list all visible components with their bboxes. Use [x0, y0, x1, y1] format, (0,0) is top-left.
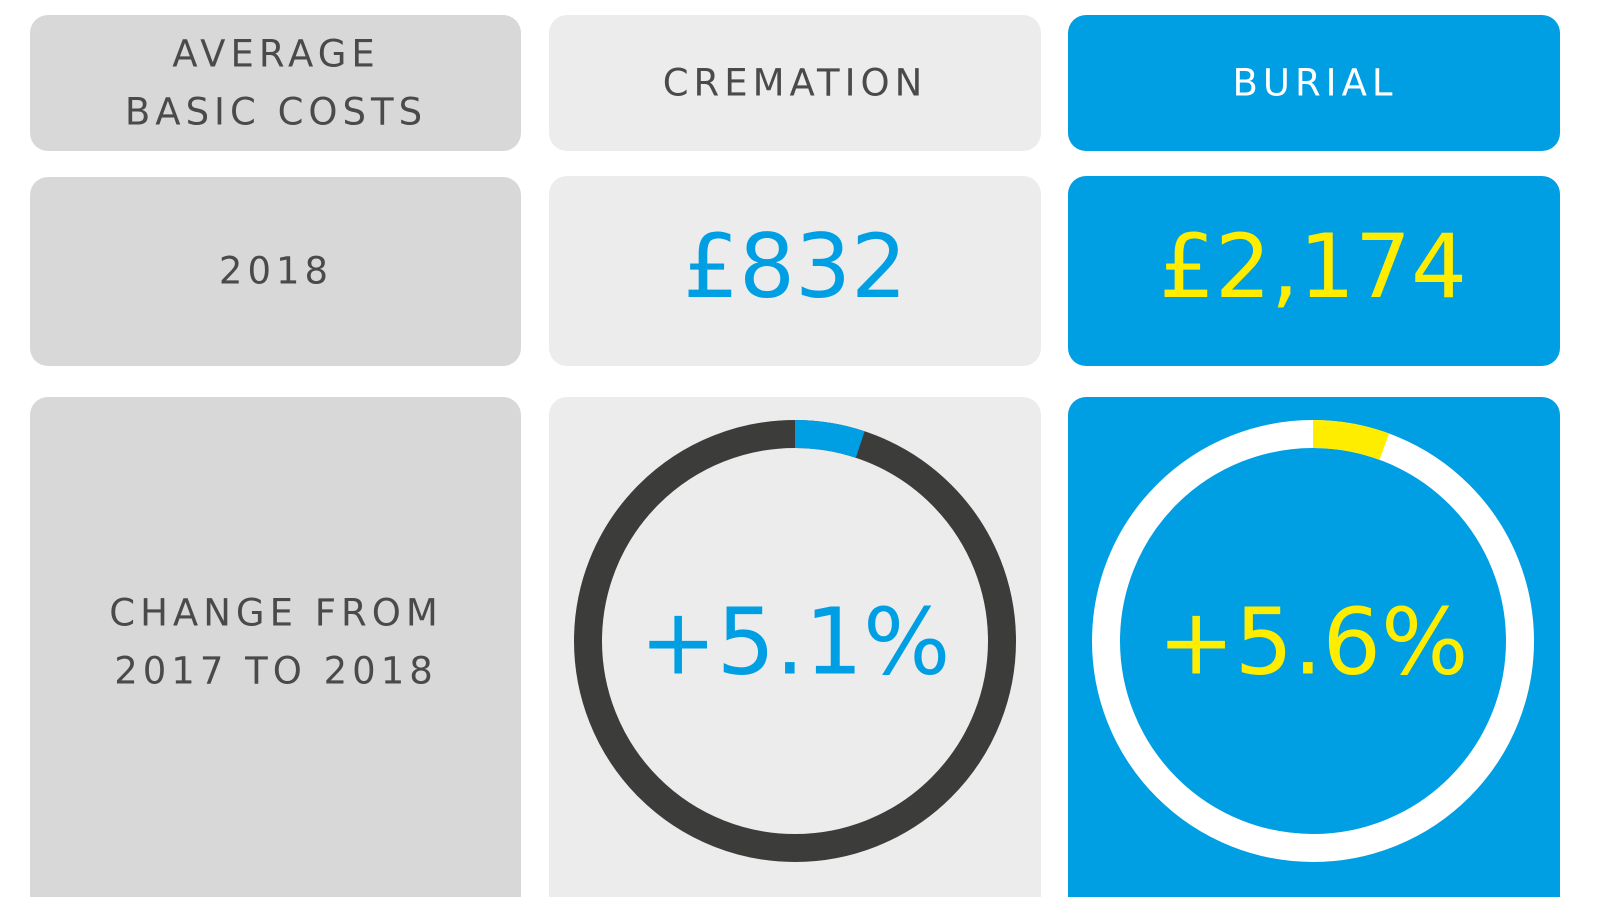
cell	[30, 177, 521, 366]
cell	[30, 397, 521, 897]
change-label: +5.1%	[640, 588, 951, 695]
ring-arc	[794, 420, 865, 458]
header-label: AVERAGE	[172, 33, 380, 76]
cell	[549, 397, 1041, 897]
change-label: +5.6%	[1158, 588, 1469, 695]
cost-value: £832	[683, 215, 907, 318]
column-header: BURIAL	[1232, 62, 1397, 105]
cell	[1068, 176, 1560, 366]
row-label: 2017 TO 2018	[114, 650, 438, 693]
header-cell	[30, 15, 521, 151]
header-cell	[1068, 15, 1560, 151]
column-header: CREMATION	[663, 62, 928, 105]
row-label: CHANGE FROM	[109, 592, 443, 635]
row-label: 2018	[219, 250, 333, 293]
cell	[1068, 397, 1560, 897]
ring-arc	[1312, 420, 1390, 460]
header-cell	[549, 15, 1041, 151]
header-label: BASIC COSTS	[125, 91, 427, 134]
cell	[549, 176, 1041, 366]
cost-value: £2,174	[1159, 215, 1467, 318]
